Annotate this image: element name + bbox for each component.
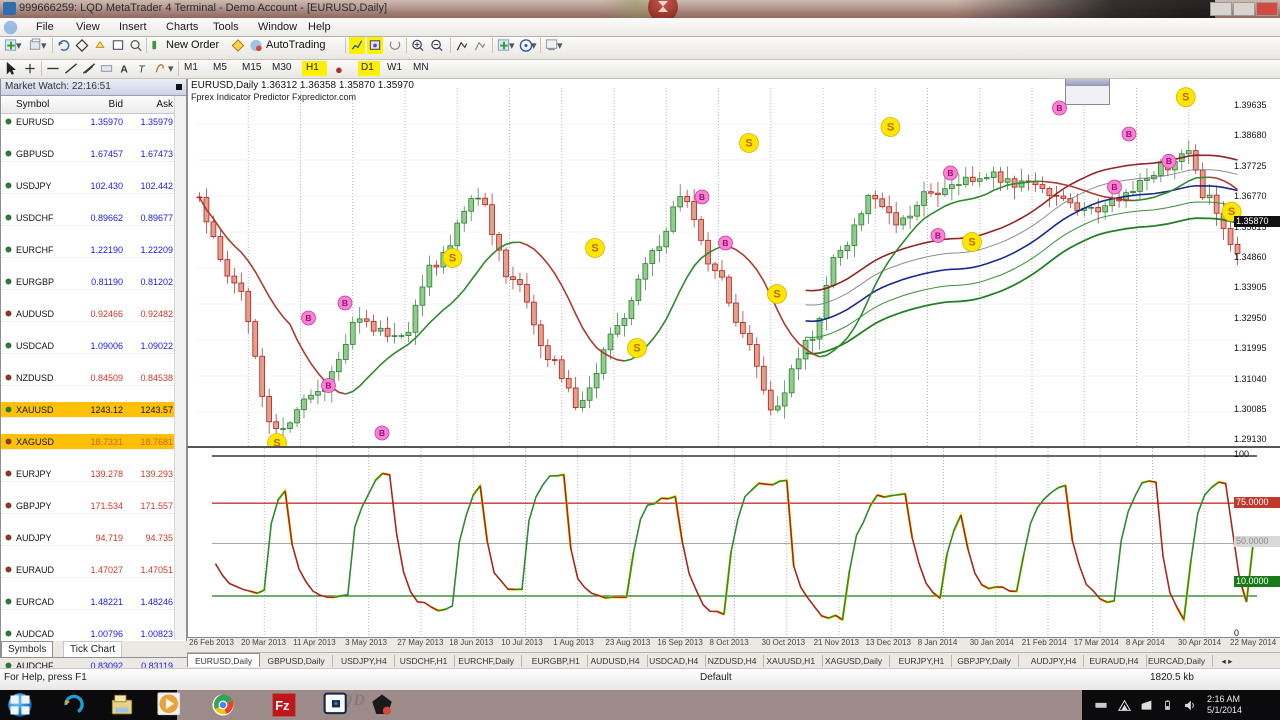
svg-text:B: B xyxy=(935,230,941,240)
svg-text:B: B xyxy=(947,168,953,178)
svg-text:B: B xyxy=(699,192,705,202)
svg-text:S: S xyxy=(1182,92,1189,104)
svg-text:B: B xyxy=(1166,156,1172,166)
svg-text:S: S xyxy=(745,137,752,149)
svg-text:B: B xyxy=(1126,129,1132,139)
svg-text:B: B xyxy=(1111,182,1117,192)
svg-text:T: T xyxy=(138,64,145,75)
svg-text:B: B xyxy=(342,298,348,308)
svg-text:A: A xyxy=(120,64,128,75)
svg-text:B: B xyxy=(722,238,728,248)
svg-text:S: S xyxy=(273,437,280,447)
svg-text:B: B xyxy=(379,428,385,438)
svg-text:B: B xyxy=(1056,103,1062,113)
svg-text:S: S xyxy=(887,121,894,133)
svg-text:S: S xyxy=(773,288,780,300)
svg-text:S: S xyxy=(968,236,975,248)
svg-text:Fz: Fz xyxy=(275,698,290,713)
svg-text:B: B xyxy=(305,313,311,323)
svg-text:S: S xyxy=(449,252,456,264)
svg-text:S: S xyxy=(633,342,640,354)
svg-text:B: B xyxy=(325,380,331,390)
svg-text:S: S xyxy=(591,242,598,254)
